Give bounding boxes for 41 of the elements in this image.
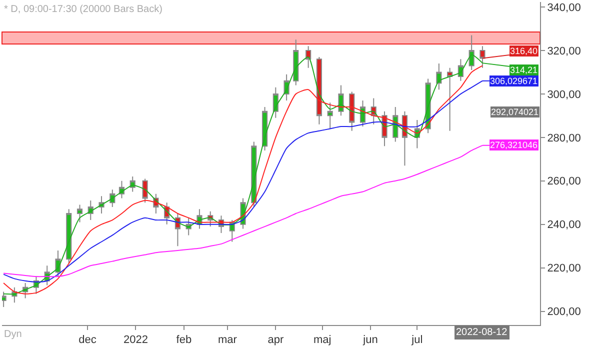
candlestick [468, 34, 474, 71]
x-tick-label: dec [78, 334, 97, 346]
candlestick [327, 102, 333, 130]
y-tick-label: 260,00 [547, 176, 581, 188]
x-tick-label: jun [362, 334, 378, 346]
y-tick-label: 220,00 [547, 262, 581, 275]
text: 2022-08-12 [456, 327, 508, 338]
text: Dyn [4, 329, 22, 340]
annotation: 276,321046 [490, 140, 538, 150]
x-tick-label: 2022 [123, 334, 148, 346]
y-tick-label: 200,00 [547, 306, 581, 318]
x-tick-label: apr [268, 334, 284, 346]
candlestick [316, 56, 322, 125]
candlestick [66, 208, 72, 264]
annotation: 292,074021 [491, 107, 539, 117]
annotation: 306,029671 [490, 76, 538, 86]
candlestick [293, 39, 299, 86]
x-tick-label: jul [410, 334, 423, 346]
candlestick [130, 176, 136, 192]
candlestick [262, 106, 268, 151]
x-tick-label: maj [313, 334, 332, 346]
y-tick-label: 300,00 [547, 88, 581, 101]
y-tick-label: 280,00 [547, 132, 581, 144]
candlestick [55, 250, 61, 278]
candlestick [436, 63, 442, 90]
y-tick-label: 240,00 [547, 219, 581, 232]
chart-title: * D, 09:00-17:30 (20000 Bars Back) [4, 4, 162, 15]
annotation: 316,40 [510, 46, 538, 56]
annotation: 314,21 [510, 65, 538, 75]
candlestick [349, 91, 355, 132]
candlestick [76, 204, 83, 223]
candlestick [402, 110, 408, 166]
candlestick [142, 178, 148, 204]
candlestick [2, 291, 6, 308]
x-tick-label: mar [218, 334, 238, 346]
candlestick [447, 67, 453, 132]
candlestick [251, 141, 257, 208]
y-tick-label: 320,00 [547, 45, 581, 58]
y-tick-label: 340,00 [547, 2, 581, 14]
x-tick-label: feb [176, 334, 192, 346]
candlestick [392, 106, 398, 142]
